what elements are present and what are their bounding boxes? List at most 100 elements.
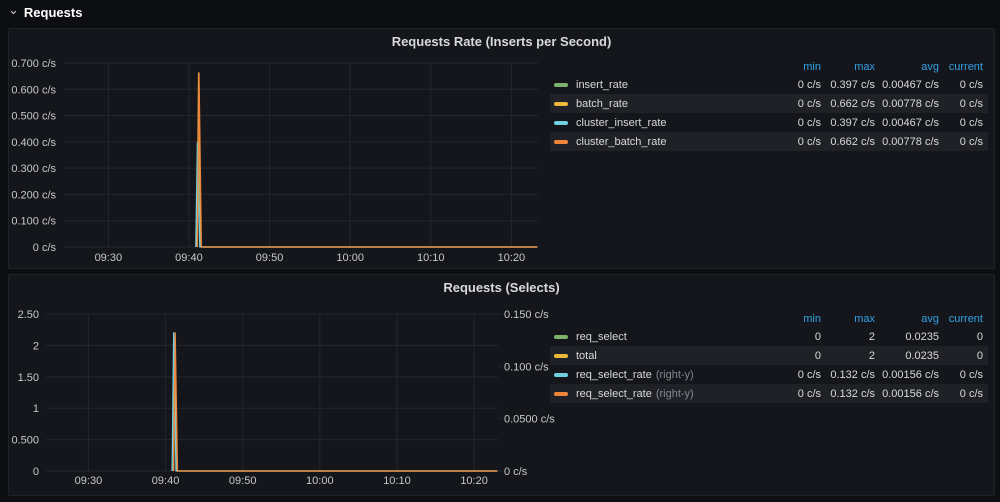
chevron-down-icon: ⌄ xyxy=(8,2,19,17)
legend-sort-current[interactable]: current xyxy=(948,61,983,73)
legend-row: batch_rate 0 c/s 0.662 c/s 0.00778 c/s 0 c/s xyxy=(550,94,988,113)
series-line-req_select_rate xyxy=(173,332,498,472)
legend-value-current: 0 c/s xyxy=(959,387,983,400)
legend-sort-avg[interactable]: avg xyxy=(921,313,939,325)
panel-title[interactable]: Requests Rate (Inserts per Second) xyxy=(391,34,612,49)
series-line-batch_rate xyxy=(196,72,538,248)
legend-value-min: 0 c/s xyxy=(797,116,821,129)
series-color-swatch[interactable] xyxy=(554,372,568,377)
legend-sort-current[interactable]: current xyxy=(948,313,983,325)
series-line-cluster_insert_rate xyxy=(195,141,538,248)
y-axis-tick-label: 1.50 xyxy=(18,372,39,384)
legend-value-avg: 0.0235 xyxy=(905,330,939,343)
legend-value-current: 0 c/s xyxy=(959,135,983,148)
legend-row: req_select_rate (right-y) 0 c/s 0.132 c/s 0.… xyxy=(550,384,988,403)
panel-title[interactable]: Requests (Selects) xyxy=(443,280,560,295)
legend-sort-max[interactable]: max xyxy=(854,313,875,325)
legend-value-current: 0 xyxy=(976,330,983,343)
legend-sort-max[interactable]: max xyxy=(854,61,875,73)
series-toggle[interactable]: batch_rate xyxy=(554,98,751,110)
legend-row: req_select 0 2 0.0235 0 xyxy=(550,327,988,346)
legend-table: min max avg current insert_rate 0 c/s 0.397 c/… xyxy=(550,59,988,151)
series-name: req_select xyxy=(576,330,627,343)
series-color-swatch[interactable] xyxy=(554,82,568,87)
legend-value-min: 0 c/s xyxy=(797,387,821,400)
legend-value-max: 0.132 c/s xyxy=(830,387,875,400)
y-axis-tick-label: 2.50 xyxy=(18,309,39,321)
x-axis-tick-label: 10:20 xyxy=(460,475,488,487)
x-axis-tick-label: 10:10 xyxy=(383,475,411,487)
timeseries-chart[interactable]: 09:30 09:40 09:50 10:00 10:10 10:20 0.700 c/s 0… xyxy=(9,51,554,269)
series-axis-note: (right-y) xyxy=(655,368,694,381)
series-name: total xyxy=(576,349,597,362)
x-axis-tick-label: 10:20 xyxy=(498,252,526,264)
y-axis-tick-label: 0.700 c/s xyxy=(11,58,56,70)
series-color-swatch[interactable] xyxy=(554,391,568,396)
legend-value-max: 0.132 c/s xyxy=(830,368,875,381)
x-axis-tick-label: 10:00 xyxy=(336,252,364,264)
series-line-total xyxy=(172,344,498,472)
series-toggle[interactable]: req_select_rate (right-y) xyxy=(554,369,751,381)
x-axis-tick-label: 09:50 xyxy=(229,475,257,487)
series-toggle[interactable]: req_select xyxy=(554,331,751,343)
y-axis-tick-label: 0.600 c/s xyxy=(11,84,56,96)
series-axis-note: (right-y) xyxy=(655,387,694,400)
x-axis-tick-label: 09:40 xyxy=(152,475,180,487)
series-toggle[interactable]: cluster_batch_rate xyxy=(554,136,751,148)
y-axis-tick-label: 0 xyxy=(33,466,39,478)
legend-value-max: 0.397 c/s xyxy=(830,78,875,91)
legend-sort-min[interactable]: min xyxy=(803,61,821,73)
y-axis-tick-label: 0.100 c/s xyxy=(11,216,56,228)
series-line-req_select xyxy=(172,344,498,472)
series-toggle[interactable]: cluster_insert_rate xyxy=(554,117,751,129)
series-line-req_select_rate xyxy=(171,332,498,472)
y-axis-tick-label: 0.300 c/s xyxy=(11,163,56,175)
series-color-swatch[interactable] xyxy=(554,139,568,144)
panel-requests-rate: Requests Rate (Inserts per Second) 09:30… xyxy=(8,28,995,269)
series-name: cluster_insert_rate xyxy=(576,116,667,129)
timeseries-chart[interactable]: 09:30 09:40 09:50 10:00 10:10 10:20 2.50 2 1.50 1… xyxy=(9,301,569,493)
y-axis-tick-label: 0 c/s xyxy=(33,242,57,254)
legend-header-row: min max avg current xyxy=(550,59,988,75)
legend-value-avg: 0.00778 c/s xyxy=(882,97,939,110)
right-y-axis-tick-label: 0.100 c/s xyxy=(504,361,549,373)
panel-requests-selects: Requests (Selects) 09:30 09:40 09:50 10:00 1… xyxy=(8,274,995,496)
section-title: Requests xyxy=(23,4,83,20)
y-axis-tick-label: 1 xyxy=(33,403,39,415)
legend-value-max: 0.662 c/s xyxy=(830,97,875,110)
legend-header-row: min max avg current xyxy=(550,311,988,327)
x-axis-tick-label: 10:00 xyxy=(306,475,334,487)
legend-value-max: 0.397 c/s xyxy=(830,116,875,129)
legend-value-current: 0 c/s xyxy=(959,78,983,91)
legend-value-max: 2 xyxy=(868,349,875,362)
x-axis-tick-label: 10:10 xyxy=(417,252,445,264)
legend-sort-min[interactable]: min xyxy=(803,313,821,325)
series-color-swatch[interactable] xyxy=(554,120,568,125)
y-axis-tick-label: 0.500 c/s xyxy=(11,111,56,123)
legend-row: req_select_rate (right-y) 0 c/s 0.132 c/s 0.… xyxy=(550,365,988,384)
legend-sort-avg[interactable]: avg xyxy=(921,61,939,73)
legend-value-avg: 0.00778 c/s xyxy=(882,135,939,148)
series-color-swatch[interactable] xyxy=(554,101,568,106)
legend-value-max: 2 xyxy=(868,330,875,343)
series-toggle[interactable]: req_select_rate (right-y) xyxy=(554,388,751,400)
series-toggle[interactable]: total xyxy=(554,350,751,362)
legend-value-min: 0 c/s xyxy=(797,78,821,91)
series-line-insert_rate xyxy=(196,141,538,248)
series-color-swatch[interactable] xyxy=(554,353,568,358)
series-color-swatch[interactable] xyxy=(554,334,568,339)
legend-value-avg: 0.00467 c/s xyxy=(882,116,939,129)
legend-value-avg: 0.00467 c/s xyxy=(882,78,939,91)
x-axis-tick-label: 09:30 xyxy=(75,475,103,487)
y-axis-tick-label: 0.400 c/s xyxy=(11,137,56,149)
legend-value-max: 0.662 c/s xyxy=(830,135,875,148)
legend-value-avg: 0.0235 xyxy=(905,349,939,362)
right-y-axis-tick-label: 0.150 c/s xyxy=(504,309,549,321)
legend-value-current: 0 c/s xyxy=(959,368,983,381)
x-axis-tick-label: 09:30 xyxy=(95,252,123,264)
legend-value-avg: 0.00156 c/s xyxy=(882,368,939,381)
row-header-requests[interactable]: ⌄ Requests xyxy=(8,1,82,23)
series-toggle[interactable]: insert_rate xyxy=(554,79,751,91)
legend-value-min: 0 xyxy=(814,330,821,343)
legend-value-min: 0 xyxy=(814,349,821,362)
